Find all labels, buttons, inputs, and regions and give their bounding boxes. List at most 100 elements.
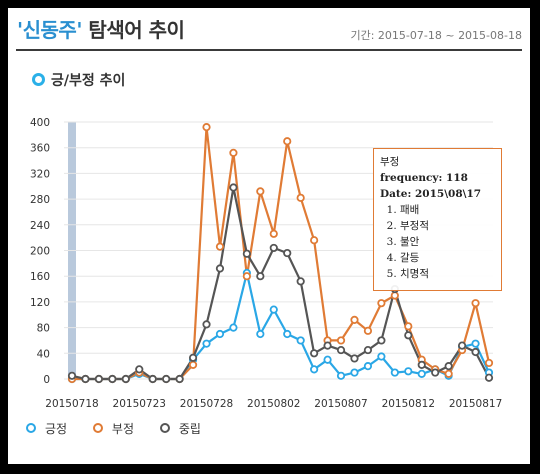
data-point-positive (202, 339, 211, 348)
legend-label: 중립 (178, 422, 201, 436)
tooltip-series: 부정 (380, 156, 400, 168)
data-point-negative (444, 369, 453, 378)
data-point-positive (390, 368, 399, 377)
data-point-positive (310, 365, 319, 374)
data-point-neutral (121, 374, 130, 384)
data-point-negative (350, 315, 359, 324)
data-point-neutral (94, 374, 104, 384)
data-point-neutral (310, 349, 319, 358)
data-point-negative (269, 229, 278, 238)
x-tick-label: 20150817 (449, 398, 502, 410)
data-point-positive (256, 329, 265, 339)
x-tick-label: 20150728 (180, 398, 233, 410)
data-point-neutral (81, 374, 90, 384)
data-point-negative (471, 299, 480, 308)
x-tick-label: 20150723 (113, 398, 166, 410)
data-point-neutral (283, 248, 292, 258)
data-point-neutral (457, 341, 467, 350)
data-point-neutral (363, 345, 373, 355)
legend-item-positive[interactable]: 긍정 (26, 420, 67, 437)
data-point-neutral (229, 183, 238, 192)
x-tick-label: 20150812 (382, 398, 435, 410)
y-tick-label: 280 (30, 194, 50, 206)
circle-bullet-icon (32, 73, 45, 86)
data-point-negative (336, 336, 346, 345)
data-point-positive (229, 323, 238, 332)
data-point-negative (296, 193, 305, 202)
legend-marker-icon (92, 423, 103, 433)
data-point-positive (323, 355, 332, 364)
data-point-positive (283, 329, 292, 339)
y-tick-label: 240 (30, 220, 50, 232)
data-point-neutral (323, 341, 332, 350)
data-point-neutral (256, 272, 265, 281)
data-point-negative (202, 123, 211, 132)
data-point-negative (242, 272, 251, 281)
tooltip-keyword: 부정적 (400, 218, 495, 234)
search-keyword: '신동주' (17, 18, 82, 42)
data-point-negative (310, 236, 319, 245)
period-label: 기간: 2015-07-18 ~ 2015-08-18 (350, 29, 522, 42)
data-point-neutral (215, 264, 225, 273)
data-point-neutral (135, 365, 144, 374)
data-point-neutral (417, 360, 426, 369)
data-point-neutral (484, 373, 494, 382)
y-tick-label: 0 (43, 374, 50, 386)
tooltip-keyword: 패배 (400, 202, 495, 218)
y-tick-label: 80 (37, 323, 50, 335)
section-title-text: 긍/부정 추이 (51, 73, 126, 89)
section-title: 긍/부정 추이 (32, 70, 125, 90)
data-point-positive (215, 329, 225, 339)
data-point-neutral (67, 371, 77, 380)
data-point-neutral (431, 368, 440, 377)
legend-item-neutral[interactable]: 중립 (159, 420, 201, 437)
data-tooltip: 부정 frequency: 118 Date: 2015\08\17 패배 부정… (373, 148, 502, 291)
data-point-positive (404, 367, 413, 376)
data-point-negative (215, 242, 225, 251)
data-point-negative (484, 358, 494, 368)
x-tick-label: 20150807 (314, 398, 367, 410)
data-point-negative (377, 299, 386, 308)
data-point-negative (256, 187, 265, 196)
tooltip-keyword-list: 패배 부정적 불안 갈등 치명적 (380, 202, 495, 282)
data-point-neutral (471, 347, 480, 357)
data-point-negative (390, 291, 399, 300)
data-point-positive (269, 305, 278, 314)
tooltip-keyword: 치명적 (400, 266, 495, 282)
legend-label: 부정 (111, 422, 135, 436)
data-point-positive (417, 369, 426, 378)
title-suffix: 탐색어 추이 (88, 18, 185, 42)
data-point-neutral (108, 374, 117, 384)
tooltip-keyword: 불안 (400, 234, 495, 250)
data-point-positive (377, 352, 386, 361)
data-point-neutral (404, 331, 413, 340)
data-point-positive (336, 371, 346, 380)
data-point-neutral (269, 243, 278, 253)
x-tick-label: 20150802 (247, 398, 300, 410)
legend-marker-icon (26, 423, 36, 433)
y-tick-label: 40 (37, 348, 50, 360)
tooltip-keyword: 갈등 (400, 250, 495, 266)
data-point-positive (363, 362, 373, 371)
data-point-neutral (377, 336, 386, 345)
data-point-neutral (242, 249, 251, 258)
data-point-neutral (202, 320, 211, 329)
data-point-positive (296, 336, 305, 345)
legend-marker-icon (159, 423, 170, 433)
data-point-neutral (444, 362, 453, 371)
tooltip-date: Date: 2015\08\17 (380, 188, 482, 200)
header: '신동주' 탐색어 추이 기간: 2015-07-18 ~ 2015-08-18 (8, 8, 530, 48)
data-point-neutral (162, 374, 171, 384)
data-point-negative (283, 137, 292, 146)
chart-legend: 긍정 부정 중립 (26, 420, 223, 437)
data-point-neutral (188, 353, 198, 362)
legend-label: 긍정 (45, 422, 68, 436)
y-tick-label: 120 (30, 297, 50, 309)
legend-item-negative[interactable]: 부정 (92, 420, 135, 437)
y-tick-label: 320 (30, 168, 50, 180)
data-point-negative (229, 148, 238, 157)
y-tick-label: 400 (30, 117, 50, 129)
header-divider (16, 49, 522, 51)
data-point-positive (471, 339, 480, 348)
data-point-neutral (350, 354, 359, 363)
